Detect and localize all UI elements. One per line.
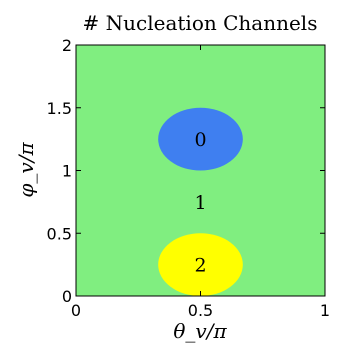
x-tick-label: 0	[71, 301, 81, 320]
chart-title: # Nucleation Channels	[83, 11, 318, 35]
region-label-1: 1	[194, 192, 206, 214]
y-tick-label: 2	[62, 36, 72, 55]
y-tick-label: 1	[62, 162, 72, 181]
region-0-ellipse	[158, 107, 243, 171]
region-label-2: 2	[194, 255, 206, 277]
x-tick-label: 1	[320, 301, 330, 320]
y-tick-label: 0.5	[47, 224, 72, 243]
region-2-ellipse	[158, 233, 243, 296]
x-tick-label: 0.5	[188, 301, 213, 320]
x-axis-label: θ_v/π	[173, 319, 227, 343]
y-tick-label: 0	[62, 287, 72, 306]
y-tick-label: 1.5	[47, 99, 72, 118]
y-axis-label: φ_v/π	[14, 142, 38, 198]
region-label-0: 0	[194, 129, 206, 151]
